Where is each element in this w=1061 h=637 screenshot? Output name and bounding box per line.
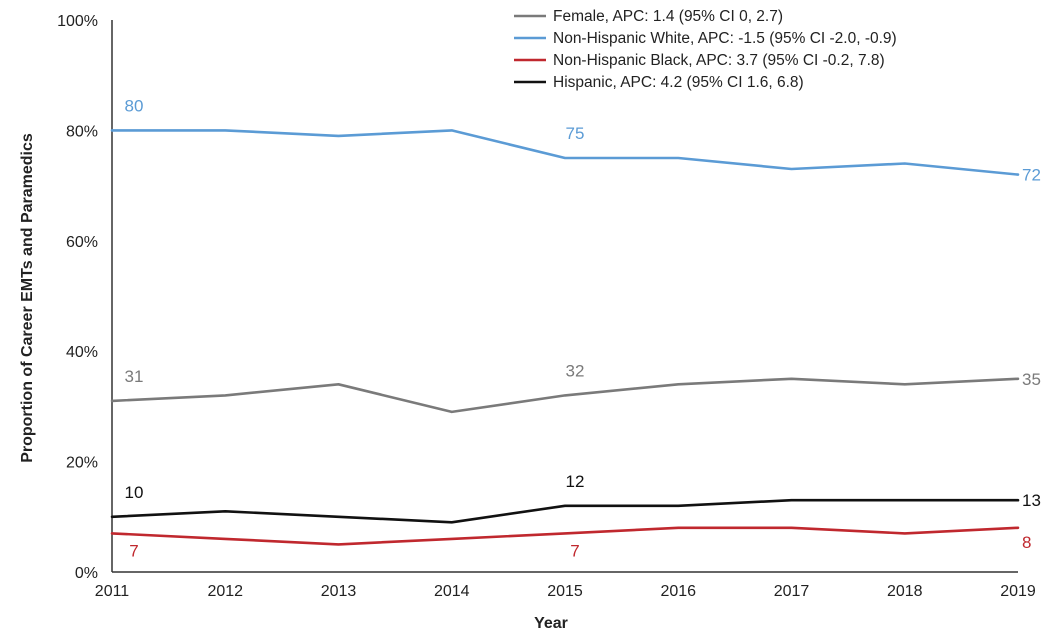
y-tick-labels: 0% 20% 40% 60% 80% 100% xyxy=(57,13,98,582)
data-label: 13 xyxy=(1022,491,1041,510)
series-line xyxy=(110,526,1020,546)
x-tick-label: 2012 xyxy=(207,583,243,600)
data-label: 10 xyxy=(125,483,144,502)
data-label: 35 xyxy=(1022,370,1041,389)
data-label: 72 xyxy=(1022,166,1041,185)
data-labels: 31 32 35 80 75 72 7 7 8 10 12 13 xyxy=(125,96,1041,560)
series-line xyxy=(110,377,1020,414)
data-label: 7 xyxy=(129,541,138,560)
x-tick-label: 2014 xyxy=(434,583,470,600)
y-tick-label: 80% xyxy=(66,123,98,140)
y-tick-label: 20% xyxy=(66,455,98,472)
legend-label: Non-Hispanic White, APC: -1.5 (95% CI -2… xyxy=(553,30,897,47)
data-label: 32 xyxy=(566,361,585,380)
x-tick-label: 2016 xyxy=(660,583,696,600)
data-label: 8 xyxy=(1022,533,1031,552)
x-tick-label: 2017 xyxy=(774,583,810,600)
legend: Female, APC: 1.4 (95% CI 0, 2.7) Non-Hisp… xyxy=(514,8,897,91)
data-label: 31 xyxy=(125,367,144,386)
legend-label: Non-Hispanic Black, APC: 3.7 (95% CI -0.… xyxy=(553,52,885,69)
series-lines xyxy=(110,129,1020,546)
y-tick-label: 0% xyxy=(75,565,98,582)
x-tick-label: 2019 xyxy=(1000,583,1036,600)
y-axis-title: Proportion of Career EMTs and Paramedics xyxy=(19,133,36,463)
data-label: 75 xyxy=(566,124,585,143)
series-line xyxy=(110,498,1020,524)
x-tick-label: 2011 xyxy=(95,583,130,600)
x-axis-title: Year xyxy=(534,615,568,632)
y-tick-label: 100% xyxy=(57,13,98,30)
legend-label: Female, APC: 1.4 (95% CI 0, 2.7) xyxy=(553,8,783,25)
y-tick-label: 40% xyxy=(66,344,98,361)
x-tick-label: 2018 xyxy=(887,583,923,600)
data-label: 12 xyxy=(566,472,585,491)
x-tick-label: 2015 xyxy=(547,583,583,600)
x-tick-labels: 2011 2012 2013 2014 2015 2016 2017 2018 2019 xyxy=(95,583,1036,600)
data-label: 7 xyxy=(570,541,579,560)
y-tick-label: 60% xyxy=(66,234,98,251)
series-line xyxy=(110,129,1020,176)
legend-label: Hispanic, APC: 4.2 (95% CI 1.6, 6.8) xyxy=(553,74,804,91)
axes xyxy=(111,20,1018,573)
x-tick-label: 2013 xyxy=(321,583,357,600)
data-label: 80 xyxy=(125,96,144,115)
